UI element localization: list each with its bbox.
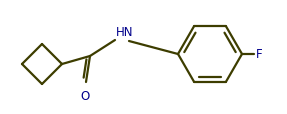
Text: O: O bbox=[80, 89, 90, 102]
Text: F: F bbox=[256, 48, 263, 61]
Text: HN: HN bbox=[116, 26, 133, 39]
